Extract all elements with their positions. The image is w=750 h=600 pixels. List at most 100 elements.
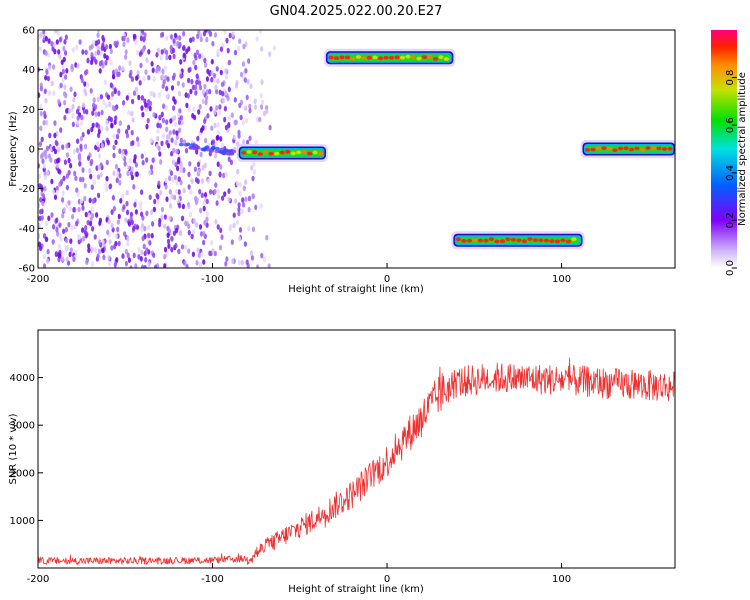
noise-point [83, 81, 87, 87]
band-core-point [301, 150, 307, 154]
noise-point [250, 165, 254, 171]
noise-point [220, 81, 225, 88]
noise-point [173, 194, 177, 201]
noise-point [140, 95, 144, 101]
noise-point [214, 152, 218, 159]
noise-point [137, 246, 141, 253]
noise-point [131, 117, 135, 123]
noise-point [150, 209, 154, 215]
band-core-point [410, 55, 417, 59]
noise-point [81, 205, 85, 211]
x-tick-label: 100 [552, 574, 571, 585]
noise-point [182, 167, 186, 173]
noise-point [131, 140, 135, 146]
noise-point [140, 222, 145, 229]
noise-point [68, 251, 72, 258]
noise-point [99, 50, 103, 57]
noise-point [237, 236, 241, 242]
noise-point [105, 55, 109, 61]
noise-point [111, 105, 115, 111]
noise-point [181, 82, 185, 88]
noise-point [45, 145, 50, 152]
noise-point [125, 132, 130, 139]
noise-point [117, 213, 121, 220]
band-core-point [318, 151, 324, 156]
noise-point [242, 43, 246, 50]
noise-point [174, 139, 178, 146]
band-core-point [623, 146, 629, 151]
noise-point [39, 103, 43, 110]
noise-point [209, 106, 213, 112]
noise-point [201, 125, 205, 132]
noise-point [50, 178, 54, 185]
noise-point [122, 204, 126, 210]
x-tick-label: -200 [27, 574, 50, 585]
band-core-point [383, 55, 389, 60]
noise-point [204, 99, 208, 106]
noise-point [38, 141, 43, 147]
band-core-point [333, 56, 340, 60]
noise-point [61, 68, 65, 75]
noise-point [191, 84, 195, 91]
noise-point [115, 257, 119, 263]
noise-point [164, 104, 168, 111]
noise-point [173, 99, 177, 105]
snr-series-line [38, 357, 675, 565]
noise-point [118, 65, 122, 71]
noise-point [45, 236, 49, 243]
noise-point [41, 200, 45, 207]
noise-point [53, 48, 57, 55]
noise-point [253, 98, 257, 104]
noise-point [99, 242, 103, 248]
noise-point [187, 77, 191, 84]
noise-point [157, 92, 161, 98]
band-core-point [661, 147, 668, 151]
noise-point [175, 148, 179, 155]
band-core-point [554, 239, 561, 244]
noise-point [81, 167, 85, 173]
noise-point [63, 84, 67, 90]
noise-point [242, 202, 246, 208]
noise-point [178, 35, 182, 41]
noise-point [55, 251, 59, 257]
noise-point [188, 161, 192, 167]
noise-point [126, 252, 130, 259]
noise-point [94, 144, 98, 151]
noise-point [198, 262, 202, 268]
noise-point [132, 90, 136, 96]
noise-point [233, 119, 237, 126]
noise-point [227, 86, 231, 93]
noise-point [71, 113, 75, 119]
noise-point [69, 86, 73, 93]
band-core-point [241, 150, 247, 155]
noise-point [114, 233, 118, 240]
y-tick-label: -20 [19, 184, 35, 195]
noise-point [199, 231, 204, 237]
noise-point [86, 155, 91, 161]
noise-point [258, 30, 262, 34]
noise-point [64, 74, 68, 80]
noise-point [235, 219, 239, 226]
noise-point [81, 176, 85, 183]
noise-point [141, 111, 145, 118]
noise-point [194, 84, 198, 91]
noise-point [92, 179, 96, 186]
noise-point [158, 114, 162, 121]
noise-point [118, 172, 122, 179]
noise-point [84, 225, 88, 231]
noise-point [160, 140, 164, 147]
noise-point [166, 238, 171, 245]
noise-point [111, 91, 115, 97]
noise-point [237, 259, 242, 266]
band-core-point [549, 239, 555, 244]
noise-point [113, 243, 117, 250]
noise-point [175, 179, 179, 186]
noise-point [100, 109, 104, 116]
noise-point [196, 247, 200, 253]
noise-point [126, 240, 130, 247]
signal-bands [236, 48, 675, 250]
noise-point [112, 144, 116, 151]
noise-point [43, 88, 47, 95]
noise-point [267, 263, 271, 268]
noise-point [40, 136, 44, 143]
